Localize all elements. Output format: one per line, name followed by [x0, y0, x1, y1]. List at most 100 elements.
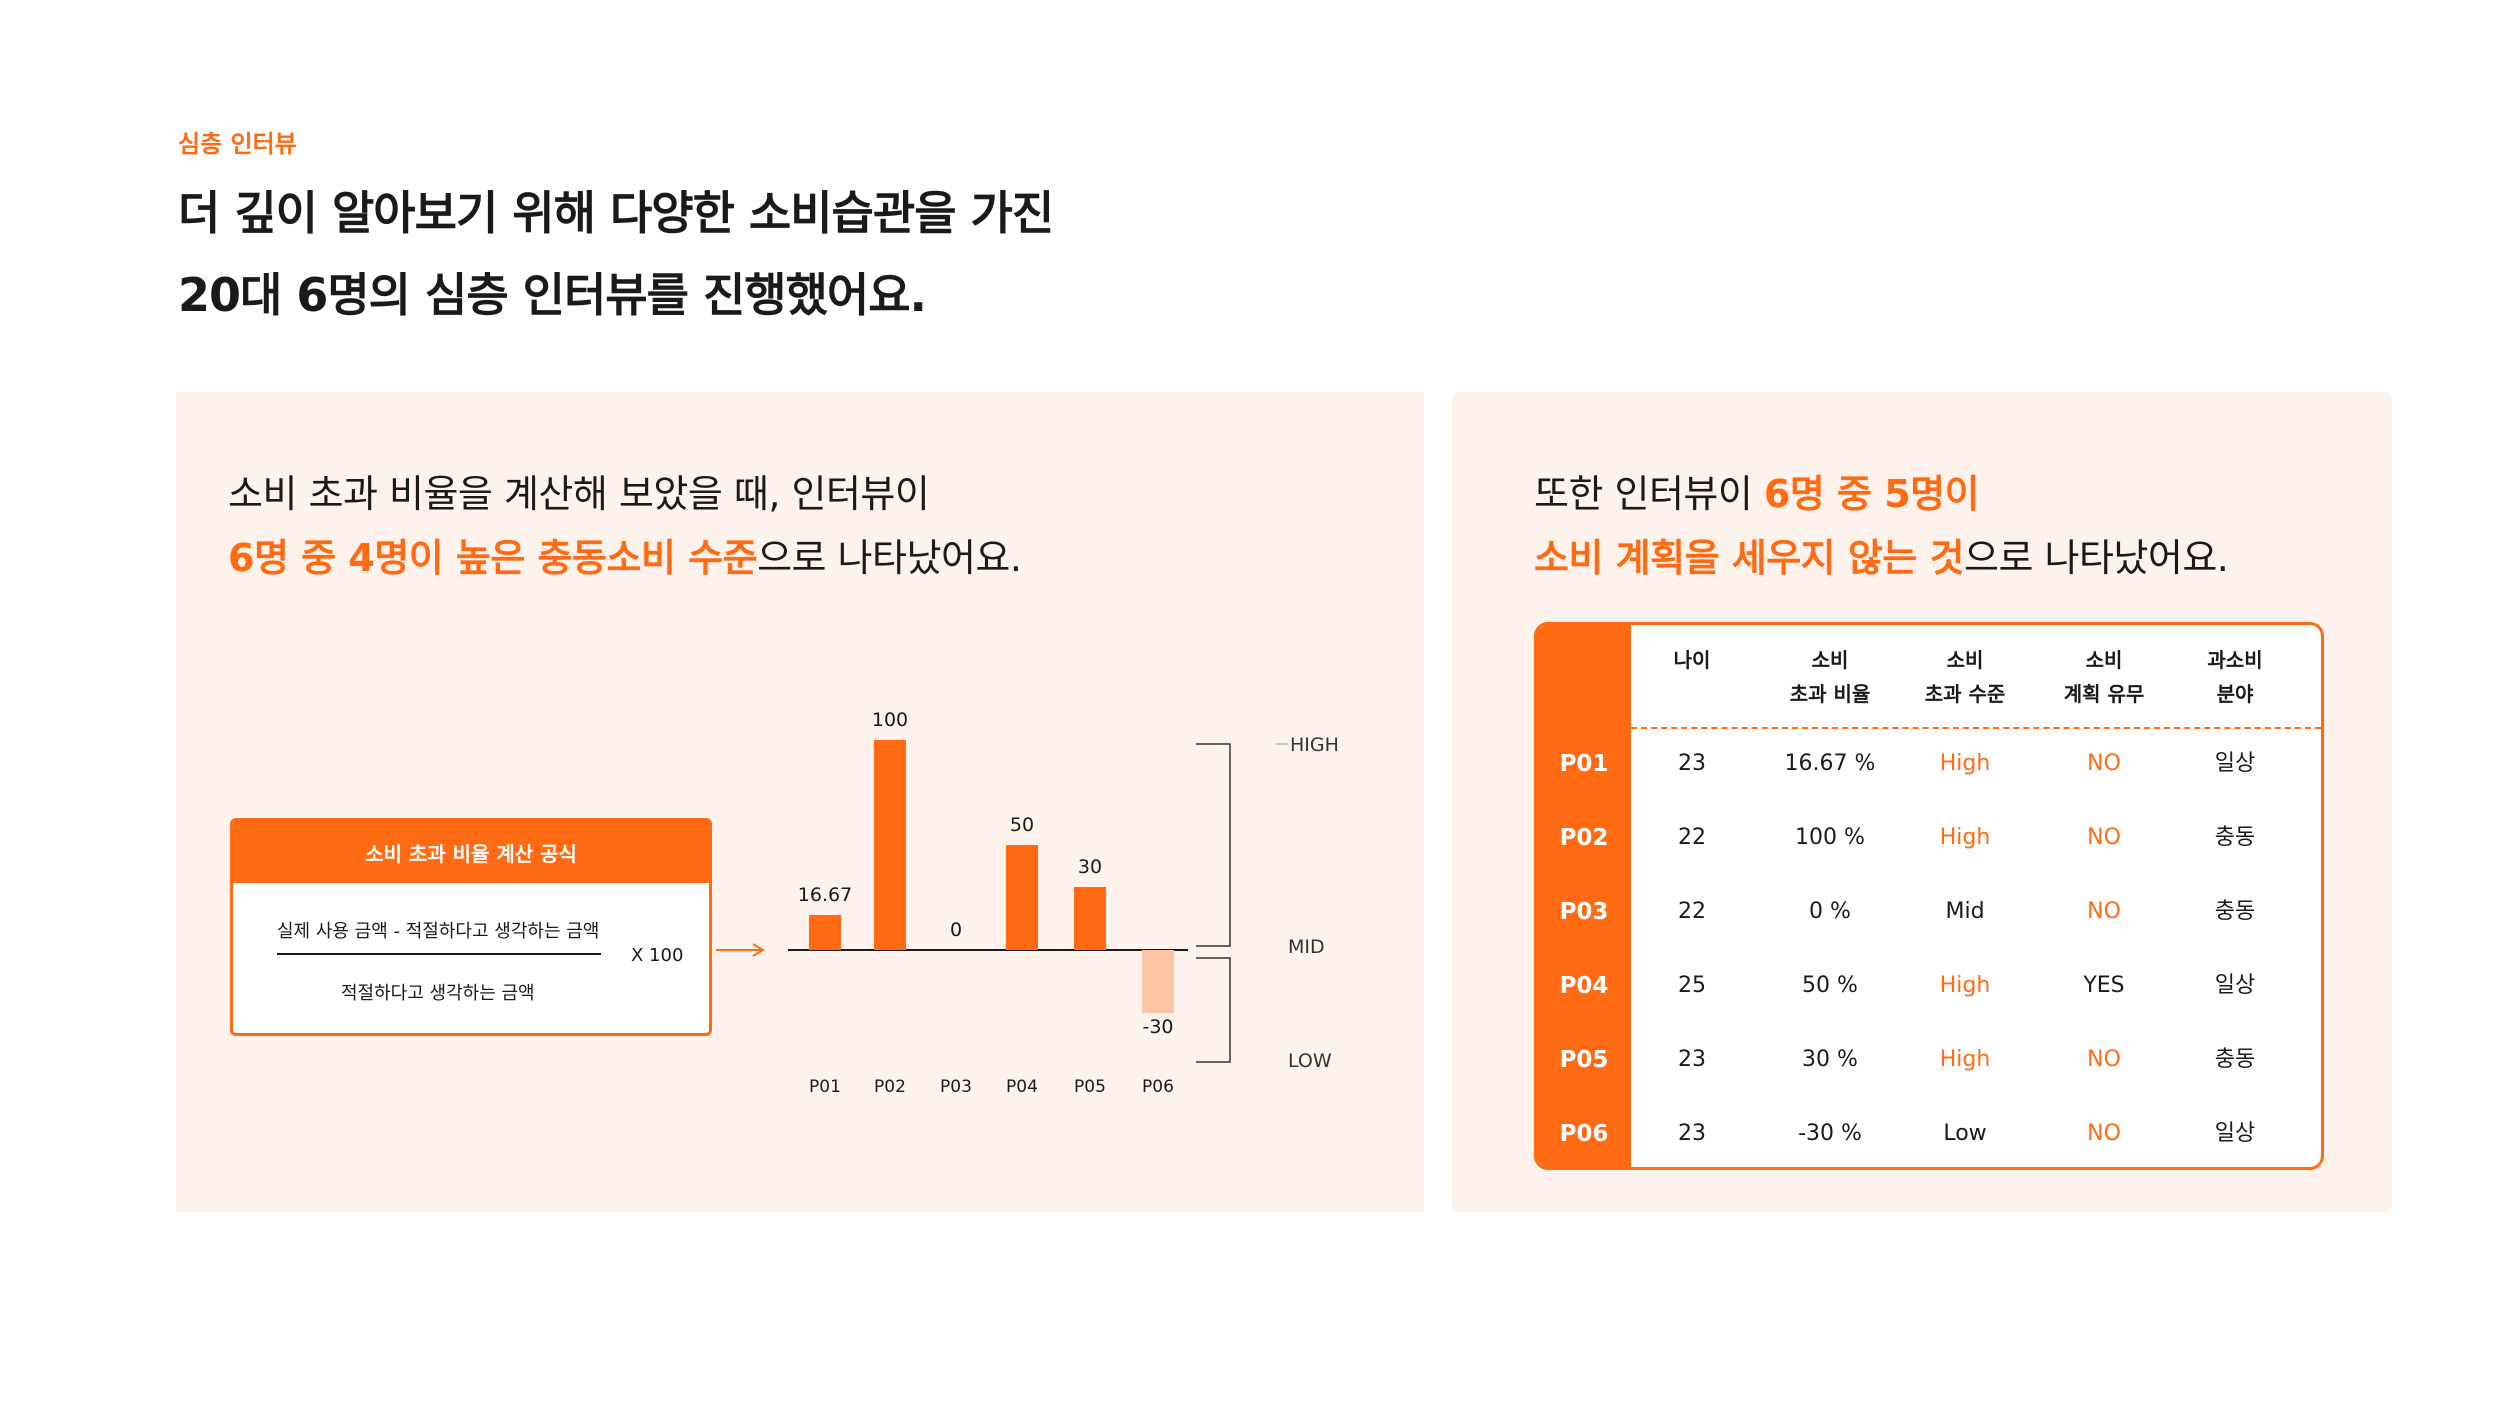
header-plan-l1: 소비: [2085, 648, 2123, 672]
plan-summary-line-2: 소비 계획을 세우지 않는 것으로 나타났어요.: [1534, 526, 2229, 590]
ratio-summary: 소비 초과 비율을 계산해 보았을 때, 인터뷰이 6명 중 4명이 높은 충동…: [228, 462, 1022, 590]
row-ratio: 50 %: [1802, 973, 1858, 998]
row-id: P01: [1559, 751, 1609, 777]
level-label-low: LOW: [1288, 1050, 1332, 1072]
formula-title: 소비 초과 비율 계산 공식: [233, 821, 709, 883]
row-level: High: [1939, 1047, 1991, 1072]
row-plan: YES: [2083, 973, 2125, 998]
section-eyebrow: 심층 인터뷰: [178, 130, 297, 158]
ratio-summary-line-2: 6명 중 4명이 높은 충동소비 수준으로 나타났어요.: [228, 526, 1022, 590]
row-level: High: [1939, 973, 1991, 998]
header-age-l1: 나이: [1673, 648, 1711, 672]
value-label: 50: [1010, 814, 1034, 836]
plan-summary-rest: 으로 나타났어요.: [1963, 536, 2229, 580]
value-label: 100: [872, 709, 908, 731]
row-ratio: 16.67 %: [1784, 751, 1876, 776]
row-ratio: 100 %: [1795, 825, 1865, 850]
row-field: 일상: [2214, 973, 2256, 998]
header-ratio-l1: 소비: [1811, 648, 1849, 672]
plan-summary-prefix: 또한 인터뷰이: [1534, 472, 1764, 516]
row-age: 22: [1678, 899, 1706, 924]
row-age: 23: [1678, 751, 1706, 776]
ratio-summary-rest: 으로 나타났어요.: [757, 536, 1022, 580]
row-plan: NO: [2087, 1047, 2121, 1072]
row-ratio: -30 %: [1798, 1121, 1862, 1146]
bar-p01: [809, 914, 841, 950]
plan-panel: 또한 인터뷰이 6명 중 5명이 소비 계획을 세우지 않는 것으로 나타났어요…: [1452, 392, 2392, 1212]
row-field: 일상: [2214, 751, 2256, 776]
row-ratio: 30 %: [1802, 1047, 1858, 1072]
header-age: 나이: [1622, 643, 1762, 677]
formula-box: 소비 초과 비율 계산 공식 실제 사용 금액 - 적절하다고 생각하는 금액 …: [230, 818, 712, 1036]
ratio-summary-line-1: 소비 초과 비율을 계산해 보았을 때, 인터뷰이: [228, 472, 930, 516]
plan-summary-highlight-2: 소비 계획을 세우지 않는 것: [1534, 536, 1964, 580]
table-id-column: [1537, 625, 1631, 1167]
level-label-mid: MID: [1288, 936, 1325, 958]
chart-layer: 16.67 P01 100 P02 0 P03 50 P04 30 P05 -30 P06 HIGH MI…: [716, 709, 1339, 1097]
row-age: 23: [1678, 1121, 1706, 1146]
formula-multiplier: X 100: [631, 945, 684, 966]
row-age: 22: [1678, 825, 1706, 850]
row-plan: NO: [2087, 1121, 2121, 1146]
bar-p02: [874, 740, 906, 950]
row-level: Low: [1943, 1121, 1987, 1146]
table-row: P05 23 30 % High NO 충동: [1537, 1023, 2321, 1097]
bar-p06: [1142, 950, 1174, 1013]
row-plan: NO: [2087, 751, 2121, 776]
row-id: P02: [1559, 825, 1609, 851]
row-field: 충동: [2214, 1047, 2256, 1072]
row-age: 25: [1678, 973, 1706, 998]
row-field: 충동: [2214, 825, 2256, 850]
plan-summary-highlight-1: 6명 중 5명이: [1763, 472, 1980, 516]
header-field-l1: 과소비: [2207, 648, 2263, 672]
arrow-head: [752, 943, 765, 957]
ratio-bar-chart: 16.67 P01 100 P02 0 P03 50 P04 30 P05 -30 P06 HIGH MI…: [716, 709, 1339, 1097]
tick-label: P05: [1074, 1077, 1106, 1097]
row-id: P05: [1559, 1047, 1609, 1073]
table-row: P03 22 0 % Mid NO 충동: [1537, 875, 2321, 949]
header-level: 소비 초과 수준: [1895, 643, 2035, 711]
level-label-high: HIGH: [1290, 734, 1339, 756]
bracket-lower: [1196, 957, 1231, 1063]
row-id: P06: [1559, 1121, 1609, 1147]
tick-label: P02: [874, 1077, 906, 1097]
tick-label: P04: [1006, 1077, 1038, 1097]
tick-label: P03: [940, 1077, 972, 1097]
title-line-2: 20대 6명의 심층 인터뷰를 진행했어요.: [178, 268, 927, 322]
row-plan: NO: [2087, 825, 2121, 850]
bar-p04: [1006, 845, 1038, 950]
row-level: High: [1939, 825, 1991, 850]
bar-p05: [1074, 887, 1106, 950]
value-label: 16.67: [798, 884, 852, 906]
formula-numerator: 실제 사용 금액 - 적절하다고 생각하는 금액: [277, 921, 600, 942]
header-field-l2: 분야: [2216, 682, 2254, 706]
table-row: P02 22 100 % High NO 충동: [1537, 801, 2321, 875]
table-row: P01 23 16.67 % High NO 일상: [1537, 727, 2321, 801]
header-ratio-l2: 초과 비율: [1789, 682, 1871, 706]
page-title: 더 깊이 알아보기 위해 다양한 소비습관을 가진 20대 6명의 심층 인터뷰…: [178, 172, 1054, 336]
tick-label: P06: [1142, 1077, 1174, 1097]
row-age: 23: [1678, 1047, 1706, 1072]
header-plan-l2: 계획 유무: [2063, 682, 2145, 706]
formula-denominator: 적절하다고 생각하는 금액: [341, 983, 535, 1004]
row-id: P03: [1559, 899, 1609, 925]
row-level: High: [1939, 751, 1991, 776]
value-label: 0: [950, 919, 962, 941]
tick-label: P01: [809, 1077, 841, 1097]
value-label: -30: [1142, 1016, 1173, 1038]
header-level-l1: 소비: [1946, 648, 1984, 672]
formula-fraction-line: [277, 953, 601, 955]
title-line-1: 더 깊이 알아보기 위해 다양한 소비습관을 가진: [178, 186, 1054, 240]
row-plan: NO: [2087, 899, 2121, 924]
row-ratio: 0 %: [1809, 899, 1851, 924]
ratio-panel: 소비 초과 비율을 계산해 보았을 때, 인터뷰이 6명 중 4명이 높은 충동…: [176, 392, 1424, 1212]
plan-summary-line-1: 또한 인터뷰이 6명 중 5명이: [1534, 462, 2228, 526]
plan-summary: 또한 인터뷰이 6명 중 5명이 소비 계획을 세우지 않는 것으로 나타났어요…: [1534, 462, 2229, 590]
table-row: P04 25 50 % High YES 일상: [1537, 949, 2321, 1023]
table-row: P06 23 -30 % Low NO 일상: [1537, 1097, 2321, 1167]
